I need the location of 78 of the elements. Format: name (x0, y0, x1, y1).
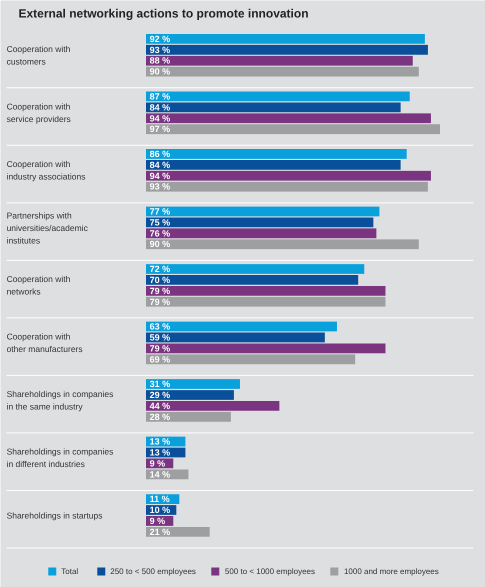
bar (146, 218, 374, 228)
data-label: 21 % (150, 526, 170, 537)
bar (146, 379, 240, 389)
data-label: 90 % (150, 239, 170, 250)
y-tick-label: Shareholdings in companies in the same industry (6, 389, 114, 412)
bar (146, 332, 325, 342)
legend-label: Total (61, 566, 80, 576)
bar (146, 526, 210, 537)
bar (146, 401, 280, 411)
data-label: 79 % (150, 286, 170, 296)
data-label: 72 % (150, 264, 170, 274)
bar (146, 56, 413, 66)
data-label: 75 % (150, 217, 170, 228)
data-label: 88 % (150, 56, 170, 66)
data-label: 93 % (150, 44, 170, 55)
data-label: 11 % (150, 494, 170, 504)
bar (146, 44, 428, 55)
y-tick-label: Cooperation with service providers (6, 102, 71, 124)
bar (146, 286, 386, 296)
data-label: 69 % (150, 354, 170, 364)
y-tick-label: Shareholdings in startups (6, 510, 102, 520)
data-label: 13 % (150, 436, 170, 447)
data-label: 86 % (150, 148, 170, 159)
y-tick-label: Cooperation with customers (6, 44, 71, 67)
data-label: 44 % (150, 400, 170, 411)
data-label: 10 % (150, 505, 170, 516)
data-label: 93 % (150, 182, 170, 192)
y-tick-label: Partnerships with universities/academic institutes (6, 210, 89, 246)
y-tick-label: Cooperation with networks (6, 274, 71, 297)
bar (146, 34, 425, 44)
data-label: 9 % (150, 516, 166, 526)
data-label: 79 % (150, 343, 170, 354)
y-tick-label: Cooperation with other manufacturers (6, 332, 83, 354)
data-label: 79 % (150, 296, 170, 307)
bar (146, 160, 401, 170)
bar (146, 206, 380, 216)
bar (146, 239, 419, 250)
data-label: 94 % (150, 170, 170, 181)
bar (146, 228, 376, 238)
bar (146, 354, 356, 364)
bar (146, 322, 337, 332)
bar (146, 296, 386, 307)
data-label: 94 % (150, 113, 170, 124)
data-label: 76 % (150, 228, 170, 238)
data-label: 31 % (150, 379, 170, 390)
data-label: 29 % (150, 390, 170, 400)
y-tick-label: Shareholdings in companies in different industries (6, 446, 114, 470)
y-tick-label: Cooperation with industry associations (6, 159, 86, 182)
bar (146, 149, 407, 159)
data-label: 84 % (150, 102, 170, 112)
data-label: 84 % (150, 160, 170, 170)
bar (146, 275, 358, 285)
chart-title: External networking actions to promote innovation (18, 6, 309, 20)
data-label: 59 % (150, 332, 170, 342)
bar (146, 343, 386, 354)
data-label: 9 % (150, 458, 166, 468)
bar (146, 102, 401, 112)
data-label: 97 % (150, 124, 170, 134)
data-label: 92 % (150, 34, 170, 44)
bar (146, 170, 431, 181)
bar (146, 113, 431, 124)
bar (146, 264, 364, 274)
legend-label: 500 to < 1000 employees (224, 566, 315, 576)
bar (146, 182, 428, 192)
legend-label: 1000 and more employees (344, 566, 439, 576)
bar (146, 390, 234, 400)
data-label: 63 % (150, 322, 170, 332)
bar (146, 124, 440, 134)
data-label: 87 % (150, 91, 170, 102)
legend-label: 250 to < 500 employees (110, 566, 196, 576)
data-label: 28 % (150, 412, 170, 422)
bar (146, 66, 419, 77)
data-label: 14 % (150, 469, 170, 480)
data-label: 77 % (150, 206, 170, 216)
bar (146, 92, 410, 102)
data-label: 70 % (150, 274, 170, 285)
data-label: 90 % (150, 66, 170, 77)
data-label: 13 % (150, 447, 170, 458)
